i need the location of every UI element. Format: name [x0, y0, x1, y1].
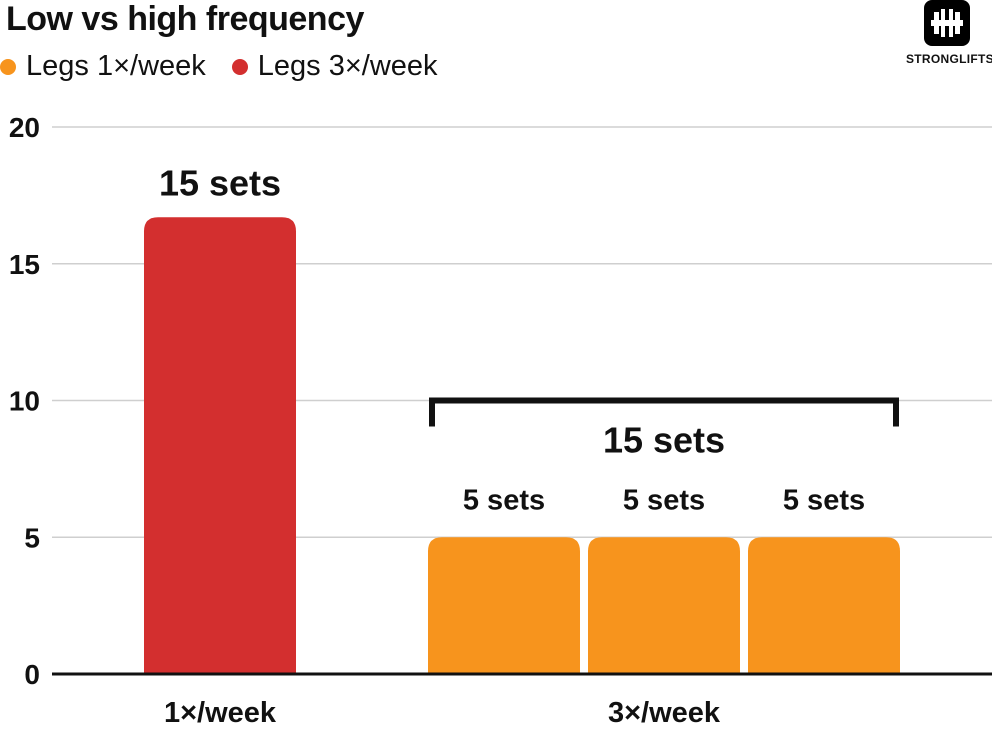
data-label: 15 sets: [159, 162, 281, 203]
legend: Legs 1×/week Legs 3×/week: [0, 50, 464, 83]
data-label: 5 sets: [623, 484, 705, 516]
bracket-label: 15 sets: [603, 420, 725, 461]
legend-swatch-red: [231, 58, 248, 75]
brand-logo: STRONGLIFTS: [906, 0, 992, 72]
legend-item-legs-1x: Legs 1×/week: [0, 50, 206, 83]
bar: [748, 537, 900, 674]
chart-title: Low vs high frequency: [6, 0, 364, 38]
legend-item-legs-3x: Legs 3×/week: [231, 50, 438, 83]
legend-swatch-orange: [0, 58, 16, 75]
bar: [588, 537, 740, 674]
barbell-icon: [924, 0, 970, 46]
y-tick-label: 20: [9, 112, 40, 143]
x-tick-label: 1×/week: [164, 697, 277, 729]
bar: [428, 537, 580, 674]
legend-label: Legs 3×/week: [257, 50, 438, 82]
y-tick-label: 15: [9, 249, 40, 280]
data-label: 5 sets: [783, 484, 865, 516]
brand-name: STRONGLIFTS: [906, 52, 992, 66]
bar: [144, 217, 296, 674]
y-tick-label: 5: [24, 522, 40, 553]
bracket: [429, 397, 899, 427]
y-tick-label: 0: [24, 659, 40, 690]
y-tick-label: 10: [9, 386, 40, 417]
legend-label: Legs 1×/week: [26, 50, 206, 82]
data-label: 5 sets: [463, 484, 545, 516]
x-tick-label: 3×/week: [608, 697, 721, 729]
